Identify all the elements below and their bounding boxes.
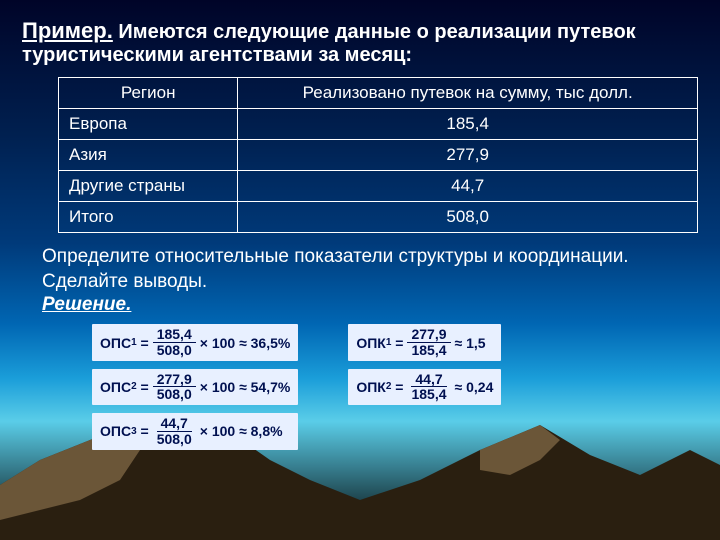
cell-value: 277,9 bbox=[238, 140, 698, 171]
formula-opk-2: ОПК2 = 44,7185,4 ≈ 0,24 bbox=[348, 369, 501, 405]
task-line-1: Определите относительные показатели стру… bbox=[42, 245, 698, 270]
task-line-2: Сделайте выводы. bbox=[42, 270, 698, 295]
col-header-region: Регион bbox=[59, 78, 238, 109]
formula-ops-2: ОПС2 = 277,9508,0 × 100 ≈ 54,7% bbox=[92, 369, 298, 405]
formulas-area: ОПС1 = 185,4508,0 × 100 ≈ 36,5% ОПС2 = 2… bbox=[92, 324, 698, 449]
formula-ops-3: ОПС3 = 44,7508,0 × 100 ≈ 8,8% bbox=[92, 413, 298, 449]
col-header-value: Реализовано путевок на сумму, тыс долл. bbox=[238, 78, 698, 109]
table-row: Европа 185,4 bbox=[59, 109, 698, 140]
table-row: Другие страны 44,7 bbox=[59, 171, 698, 202]
intro-text-1: Имеются следующие данные о реализации пу… bbox=[113, 21, 636, 43]
opk-column: ОПК1 = 277,9185,4 ≈ 1,5 ОПК2 = 44,7185,4… bbox=[348, 324, 501, 449]
heading-word: Пример. bbox=[22, 18, 113, 43]
cell-region: Другие страны bbox=[59, 171, 238, 202]
formula-ops-1: ОПС1 = 185,4508,0 × 100 ≈ 36,5% bbox=[92, 324, 298, 360]
intro-text-2: туристическими агентствами за месяц: bbox=[22, 44, 698, 67]
solution-label: Решение. bbox=[42, 294, 698, 316]
cell-region: Азия bbox=[59, 140, 238, 171]
ops-column: ОПС1 = 185,4508,0 × 100 ≈ 36,5% ОПС2 = 2… bbox=[92, 324, 298, 449]
cell-value: 185,4 bbox=[238, 109, 698, 140]
cell-region: Итого bbox=[59, 202, 238, 233]
table-header-row: Регион Реализовано путевок на сумму, тыс… bbox=[59, 78, 698, 109]
data-table: Регион Реализовано путевок на сумму, тыс… bbox=[58, 77, 698, 233]
title-line-1: Пример. Имеются следующие данные о реали… bbox=[22, 18, 698, 44]
cell-region: Европа bbox=[59, 109, 238, 140]
cell-value: 508,0 bbox=[238, 202, 698, 233]
slide-content: Пример. Имеются следующие данные о реали… bbox=[0, 0, 720, 450]
formula-opk-1: ОПК1 = 277,9185,4 ≈ 1,5 bbox=[348, 324, 501, 360]
table-row: Азия 277,9 bbox=[59, 140, 698, 171]
cell-value: 44,7 bbox=[238, 171, 698, 202]
table-row: Итого 508,0 bbox=[59, 202, 698, 233]
